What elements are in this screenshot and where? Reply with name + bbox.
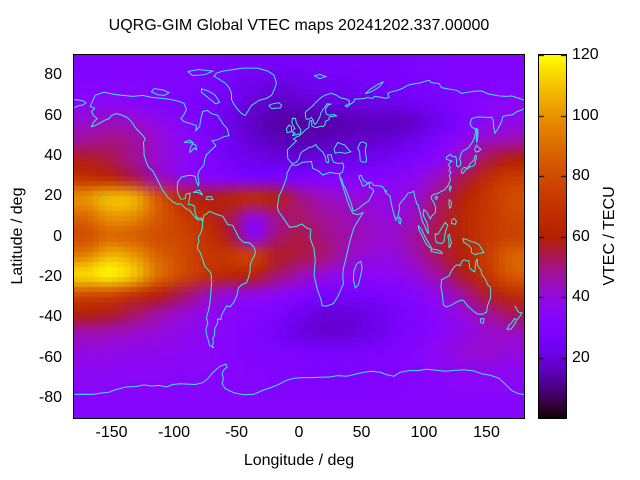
colorbar-tick-label-60: 60: [572, 227, 590, 245]
y-tick-label-60: 60: [44, 106, 62, 124]
colorbar-tick-label-80: 80: [572, 167, 590, 184]
x-tick-label-100: 100: [410, 424, 438, 441]
y-tick-label--40: -40: [38, 308, 62, 326]
coastline-sulawesi: [448, 234, 452, 247]
coastline-japan-honshu-kyushu: [461, 155, 476, 174]
y-tick-label--60: -60: [38, 348, 62, 366]
coastline-chukotka-wrap: [74, 100, 86, 108]
coastline-new-zealand-north: [515, 306, 522, 320]
coastline-sakhalin: [476, 128, 478, 143]
coastline-antarctica: [74, 364, 524, 395]
coastlines-overlay: [74, 55, 524, 418]
x-tick-label-150: 150: [473, 424, 500, 441]
coastline-hispaniola: [206, 197, 213, 200]
chart-title: UQRG-GIM Global VTEC maps 20241202.337.0…: [108, 17, 490, 34]
coastline-sri-lanka: [399, 217, 402, 224]
coastline-svalbard: [314, 75, 326, 79]
coastline-africa: [277, 161, 363, 306]
coastline-baffin-island: [202, 89, 220, 104]
y-axis-label: Latitude / deg: [9, 187, 26, 285]
x-tick-label--50: -50: [224, 424, 249, 441]
coastline-novaya-zemlya: [365, 82, 383, 94]
coastline-great-britain: [292, 118, 301, 135]
y-tick-label-40: 40: [44, 146, 62, 164]
colorbar-tick-label-120: 120: [572, 46, 599, 63]
coastline-australia: [441, 259, 491, 314]
coastline-north-america: [90, 92, 229, 220]
colorbar-tick-label-20: 20: [572, 348, 590, 366]
map-plot-area: [73, 54, 525, 419]
x-tick-label-0: 0: [294, 424, 304, 441]
colorbar-tick-label-40: 40: [572, 288, 590, 305]
coastline-philippines-mindanao: [452, 218, 457, 224]
coastline-great-lakes-huron-michigan: [190, 144, 197, 153]
coastline-black-sea: [334, 143, 351, 154]
coastline-eurasia: [287, 80, 524, 234]
coastline-iceland: [269, 103, 282, 109]
x-tick-label-50: 50: [352, 424, 371, 441]
coastline-taiwan: [449, 185, 451, 190]
coastline-great-lakes-superior: [184, 140, 193, 143]
x-axis-label: Longitude / deg: [243, 452, 355, 469]
coastline-borneo: [435, 222, 448, 243]
coastline-japan-hokkaido: [475, 145, 481, 152]
coastline-tasmania: [480, 319, 484, 323]
y-tick-label-20: 20: [44, 187, 62, 205]
coastline-madagascar: [353, 261, 362, 288]
y-tick-label-0: 0: [53, 227, 62, 245]
coastline-caspian-sea: [358, 142, 367, 163]
coastline-sumatra: [418, 225, 431, 248]
coastline-ireland: [287, 125, 292, 133]
coastline-south-america: [198, 211, 256, 348]
coastline-philippines-luzon: [449, 199, 452, 208]
coastline-ellesmere-island: [188, 70, 213, 76]
coastline-new-zealand-south: [507, 318, 516, 329]
vtec-heatmap-canvas: [74, 55, 524, 418]
coastline-cuba: [193, 190, 203, 195]
x-tick-label--100: -100: [157, 424, 191, 441]
y-tick-label-80: 80: [44, 66, 62, 84]
coastline-java: [431, 249, 442, 254]
coastline-hawaii: [103, 196, 104, 198]
colorbar-tick-label-100: 100: [572, 106, 599, 124]
x-tick-label--150: -150: [95, 424, 128, 441]
coastline-greenland: [214, 68, 277, 115]
y-tick-label--80: -80: [38, 388, 62, 406]
coastline-hainan: [435, 196, 438, 199]
coastline-new-guinea: [463, 239, 484, 255]
coastline-victoria-island: [152, 89, 170, 96]
colorbar-canvas: [539, 55, 566, 418]
colorbar: [538, 54, 567, 419]
colorbar-label: VTEC / TECU: [601, 186, 618, 286]
y-tick-label--20: -20: [38, 267, 62, 285]
